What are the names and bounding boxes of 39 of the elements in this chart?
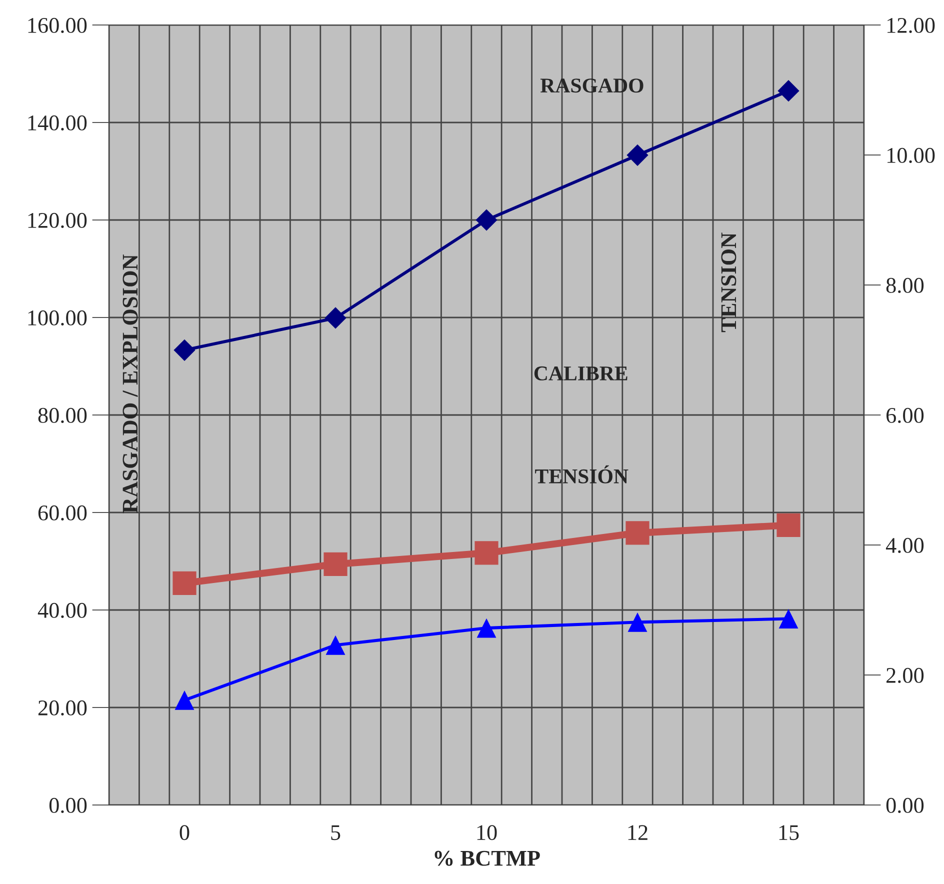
y-tick-label: 160.00 bbox=[28, 18, 87, 34]
y2-tick-label: 10.00 bbox=[887, 148, 935, 164]
point bbox=[324, 552, 348, 576]
y-axis-title: RASGADO / EXPLOSION bbox=[122, 254, 138, 514]
y2-tick-label: 12.00 bbox=[887, 18, 935, 34]
y-tick-label: 20.00 bbox=[38, 700, 87, 716]
point bbox=[174, 339, 196, 361]
y2-tick-label: 6.00 bbox=[886, 408, 924, 424]
y2-tick-label: 8.00 bbox=[886, 278, 924, 294]
y2-axis-title: TENSION bbox=[721, 232, 736, 332]
y-tick-label: 100.00 bbox=[28, 310, 87, 326]
x-axis-title: % BCTMP bbox=[434, 850, 540, 866]
y-tick-label: 140.00 bbox=[28, 115, 87, 131]
x-tick-label: 12 bbox=[628, 825, 648, 840]
point bbox=[326, 635, 346, 655]
point bbox=[778, 80, 800, 102]
point bbox=[474, 541, 498, 565]
point bbox=[476, 618, 496, 638]
point bbox=[776, 513, 800, 537]
x-tick-label: 5 bbox=[331, 825, 340, 840]
y2-tick-label: 4.00 bbox=[886, 538, 924, 554]
point bbox=[174, 690, 194, 710]
x-tick-label: 10 bbox=[477, 825, 497, 840]
y2-tick-label: 2.00 bbox=[886, 668, 924, 684]
x-tick-label: 0 bbox=[180, 825, 190, 840]
point bbox=[628, 612, 648, 632]
point bbox=[172, 571, 196, 595]
y2-tick-label: 0.00 bbox=[886, 798, 924, 814]
point bbox=[778, 609, 798, 628]
point bbox=[626, 144, 648, 166]
y-tick-label: 60.00 bbox=[38, 505, 87, 521]
point bbox=[476, 209, 498, 231]
x-tick-label: 15 bbox=[779, 825, 799, 840]
point bbox=[626, 521, 650, 545]
y-tick-label: 120.00 bbox=[28, 212, 87, 228]
y-tick-label: 0.00 bbox=[49, 798, 87, 814]
y-tick-label: 80.00 bbox=[38, 408, 87, 424]
y-tick-label: 40.00 bbox=[38, 602, 87, 618]
point bbox=[324, 307, 346, 329]
